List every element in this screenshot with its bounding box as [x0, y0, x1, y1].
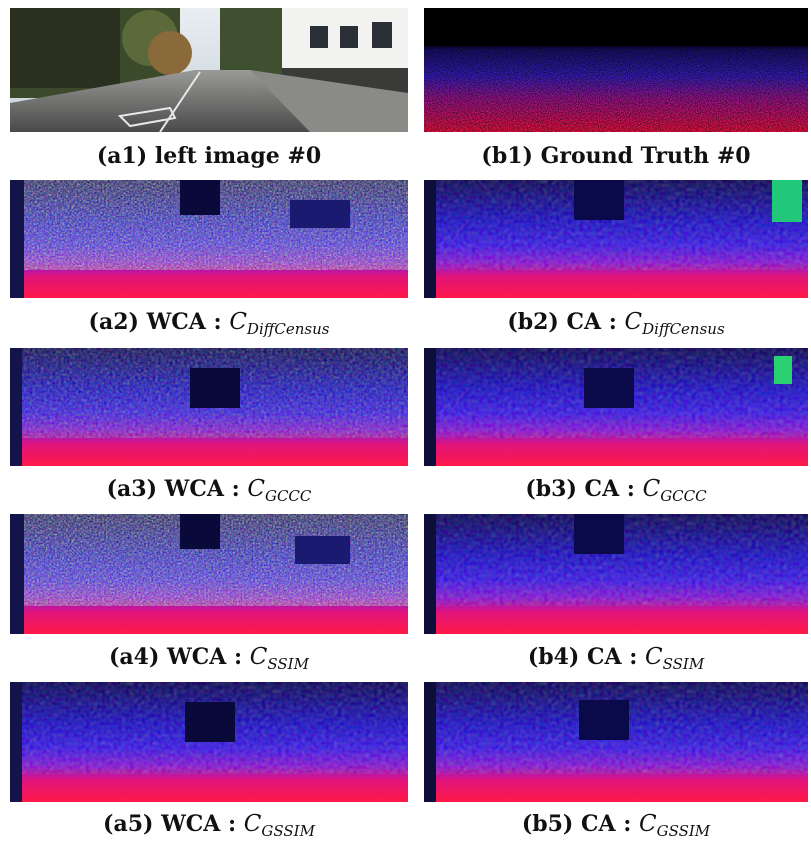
caption-label: (a3) WCA :	[106, 476, 248, 502]
cost-symbol: C	[639, 811, 657, 837]
panel-b1-ground-truth	[424, 8, 808, 132]
caption-label: (b3) CA :	[525, 476, 643, 502]
cost-subscript: SSIM	[662, 655, 705, 673]
cost-symbol: C	[642, 476, 661, 502]
caption-label: (b2) CA :	[507, 309, 625, 335]
caption-a4: (a4) WCA : CSSIM	[10, 643, 408, 678]
cost-symbol: C	[229, 309, 247, 335]
caption-label: (b1) Ground Truth #0	[481, 143, 751, 169]
cost-subscript: GCCC	[264, 487, 312, 505]
caption-label: (b4) CA :	[527, 644, 645, 670]
panel-b2-ca-diffcensus	[424, 180, 808, 298]
panel-a4-wca-ssim	[10, 514, 408, 634]
caption-b2: (b2) CA : CDiffCensus	[424, 308, 808, 343]
cost-subscript: GCCC	[660, 487, 707, 505]
cost-symbol: C	[243, 811, 262, 837]
panel-a2-wca-diffcensus	[10, 180, 408, 298]
caption-label: (a5) WCA :	[103, 811, 244, 837]
caption-label: (a1) left image #0	[96, 143, 322, 169]
caption-b1: (b1) Ground Truth #0	[424, 142, 808, 171]
panel-a5-wca-gssim	[10, 682, 408, 802]
cost-symbol: C	[247, 476, 265, 502]
panel-b4-ca-ssim	[424, 514, 808, 634]
caption-label: (a2) WCA :	[88, 309, 230, 335]
cost-subscript: GSSIM	[656, 822, 711, 840]
panel-b5-ca-gssim	[424, 682, 808, 802]
caption-label: (b5) CA :	[521, 811, 639, 837]
caption-a2: (a2) WCA : CDiffCensus	[10, 308, 408, 343]
panel-a3-wca-gccc	[10, 348, 408, 466]
caption-b4: (b4) CA : CSSIM	[424, 643, 808, 678]
panel-b3-ca-gccc	[424, 348, 808, 466]
cost-subscript: DiffCensus	[642, 320, 725, 338]
caption-a1: (a1) left image #0	[10, 142, 408, 171]
panel-a1-left-image	[10, 8, 408, 132]
caption-a3: (a3) WCA : CGCCC	[10, 475, 408, 510]
cost-symbol: C	[645, 644, 663, 670]
caption-b3: (b3) CA : CGCCC	[424, 475, 808, 510]
cost-subscript: SSIM	[267, 655, 309, 673]
cost-subscript: GSSIM	[261, 822, 315, 840]
cost-subscript: DiffCensus	[246, 320, 330, 338]
cost-symbol: C	[249, 644, 268, 670]
caption-b5: (b5) CA : CGSSIM	[424, 810, 808, 845]
cost-symbol: C	[624, 309, 643, 335]
caption-label: (a4) WCA :	[109, 644, 250, 670]
caption-a5: (a5) WCA : CGSSIM	[10, 810, 408, 845]
